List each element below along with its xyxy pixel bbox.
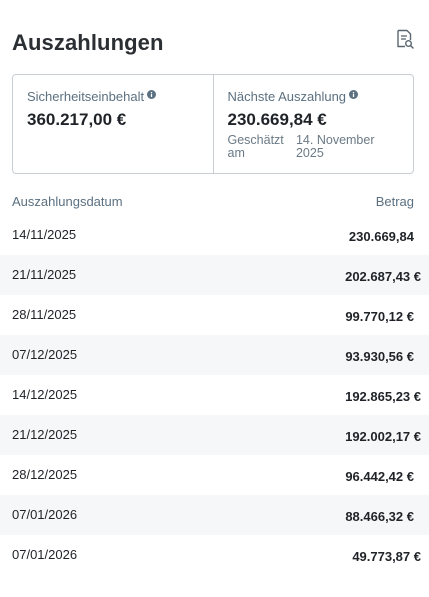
- table-row: 07/01/2026 49.773,87 €: [0, 535, 429, 575]
- row-date: 21/12/2025: [12, 426, 78, 442]
- row-date: 14/11/2025: [12, 226, 77, 242]
- info-icon[interactable]: [147, 89, 157, 99]
- row-amount: 99.770,12 €: [345, 308, 414, 324]
- table-row: 07/12/2025 93.930,56 €: [0, 335, 429, 375]
- document-search-icon: [397, 29, 414, 49]
- row-amount: 202.687,43 €: [345, 268, 421, 284]
- report-button[interactable]: [395, 28, 415, 50]
- table-row: 14/12/2025 192.865,23 €: [0, 375, 429, 415]
- retention-card: Sicherheitseinbehalt 360.217,00 €: [13, 75, 213, 173]
- estimate-row: Geschätzt am 14. November 2025: [228, 134, 400, 160]
- next-payout-card: Nächste Auszahlung 230.669,84 € Geschätz…: [212, 75, 414, 173]
- next-payout-value: 230.669,84 €: [227, 110, 327, 129]
- row-date: 07/01/2026: [12, 546, 78, 562]
- row-amount: 93.930,56 €: [345, 348, 414, 364]
- info-icon[interactable]: [349, 89, 359, 99]
- row-amount: 88.466,32 €: [345, 508, 414, 524]
- column-header-date: Auszahlungsdatum: [12, 194, 123, 209]
- row-amount: 192.865,23 €: [345, 388, 421, 404]
- page-title: Auszahlungen: [12, 30, 164, 55]
- estimate-label: Geschätzt am: [227, 133, 284, 160]
- row-amount: 230.669,84: [348, 228, 414, 244]
- estimate-date: 14. November 2025: [295, 133, 375, 160]
- row-date: 07/01/2026: [12, 506, 78, 522]
- table-row: 21/11/2025 202.687,43 €: [0, 255, 429, 295]
- column-header-amount: Betrag: [375, 194, 414, 209]
- table-row: 28/11/2025 99.770,12 €: [0, 295, 429, 335]
- row-date: 28/11/2025: [12, 306, 77, 322]
- table-row: 28/12/2025 96.442,42 €: [0, 455, 429, 495]
- next-payout-label-row: Nächste Auszahlung: [228, 89, 400, 105]
- retention-label-row: Sicherheitseinbehalt: [27, 89, 199, 105]
- table-row: 14/11/2025 230.669,84: [0, 215, 429, 255]
- summary-cards: Sicherheitseinbehalt 360.217,00 € Nächst…: [12, 74, 414, 174]
- next-payout-label: Nächste Auszahlung: [227, 89, 347, 104]
- row-amount: 96.442,42 €: [345, 468, 414, 484]
- row-amount: 192.002,17 €: [345, 428, 421, 444]
- table-row: 21/12/2025 192.002,17 €: [0, 415, 429, 455]
- row-date: 07/12/2025: [12, 346, 78, 362]
- row-amount: 49.773,87 €: [352, 548, 421, 564]
- table-header: Auszahlungsdatum Betrag: [12, 194, 414, 210]
- page-header: Auszahlungen: [12, 26, 417, 60]
- row-date: 21/11/2025: [12, 266, 77, 282]
- row-date: 14/12/2025: [12, 386, 78, 402]
- table-row: 07/01/2026 88.466,32 €: [0, 495, 429, 535]
- payout-table: 14/11/2025 230.669,84 21/11/2025 202.687…: [0, 215, 429, 575]
- retention-value: 360.217,00 €: [27, 110, 127, 129]
- row-date: 28/12/2025: [12, 466, 78, 482]
- retention-label: Sicherheitseinbehalt: [27, 89, 145, 104]
